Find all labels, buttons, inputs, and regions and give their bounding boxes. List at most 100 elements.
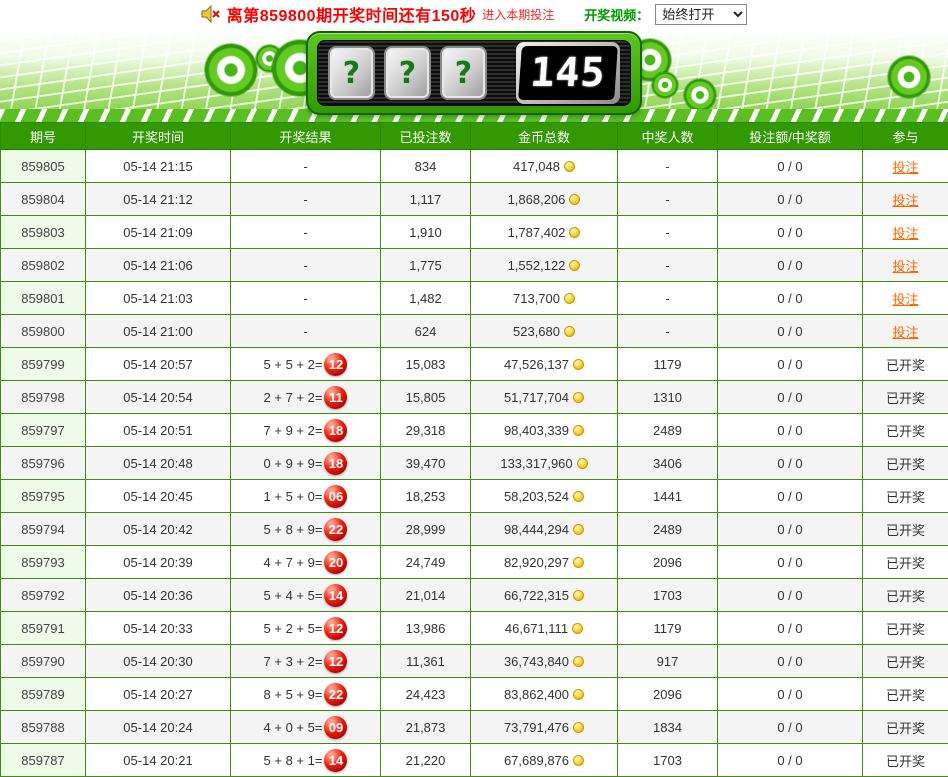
decor-ring (684, 79, 716, 111)
bets-count-cell: 1,775 (380, 248, 471, 282)
coin-icon (569, 259, 581, 271)
muted-speaker-icon[interactable] (201, 4, 221, 24)
draw-time-cell: 05-14 20:27 (85, 677, 231, 711)
bet-link[interactable]: 投注 (892, 192, 919, 208)
result-cell: 8 + 5 + 9= 22 (230, 677, 381, 711)
result-expression: 0 + 9 + 9= (263, 455, 323, 471)
bet-win-ratio-cell: 0 / 0 (717, 677, 863, 711)
bet-win-ratio-cell: 0 / 0 (717, 347, 863, 381)
sum-ball: 14 (324, 748, 348, 772)
period-cell: 859788 (0, 710, 86, 744)
coins-amount: 523,680 (513, 323, 560, 339)
enter-bet-link[interactable]: 进入本期投注 (482, 7, 555, 22)
coins-total-cell: 66,722,315 (470, 578, 618, 612)
video-select[interactable]: 始终打开 (655, 3, 748, 25)
period-cell: 859790 (0, 644, 86, 678)
coins-total-cell: 98,444,294 (470, 512, 618, 546)
bet-win-ratio-cell: 0 / 0 (717, 545, 863, 579)
period-cell: 859789 (0, 677, 86, 711)
bets-count-cell: 18,253 (380, 479, 471, 513)
winners-count-cell: 2489 (617, 512, 718, 546)
winners-count-cell: 1834 (617, 710, 718, 744)
draw-time-cell: 05-14 20:54 (85, 380, 231, 414)
draw-time-cell: 05-14 20:45 (85, 479, 231, 513)
col-header-bets: 已投注数 (380, 122, 471, 150)
result-cell: 1 + 5 + 0= 06 (230, 479, 381, 513)
result-cell: - (230, 149, 381, 183)
drawn-status: 已开奖 (885, 390, 925, 406)
period-cell: 859802 (0, 248, 86, 282)
coin-icon (573, 754, 585, 766)
period-cell: 859804 (0, 182, 86, 216)
bet-link[interactable]: 投注 (892, 291, 919, 307)
coin-icon (573, 655, 585, 667)
winners-count-cell: - (617, 149, 718, 183)
result-expression: 1 + 5 + 0= (263, 488, 323, 504)
table-header-row: 期号 开奖时间 开奖结果 已投注数 金币总数 中奖人数 投注额/中奖额 参与 (0, 122, 948, 150)
draw-time-cell: 05-14 20:30 (85, 644, 231, 678)
coins-total-cell: 58,203,524 (470, 479, 618, 513)
coins-amount: 47,526,137 (503, 356, 570, 372)
result-expression: 8 + 5 + 9= (263, 686, 323, 702)
draw-time-cell: 05-14 21:06 (85, 248, 231, 282)
bet-link[interactable]: 投注 (892, 324, 919, 340)
result-cell: 5 + 5 + 2= 12 (230, 347, 381, 381)
bet-win-ratio-cell: 0 / 0 (717, 644, 863, 678)
bet-win-ratio-cell: 0 / 0 (717, 314, 863, 348)
draw-time-cell: 05-14 20:24 (85, 710, 231, 744)
drawn-status: 已开奖 (885, 489, 925, 505)
table-row: 859794 05-14 20:42 5 + 8 + 9= 22 28,999 98,44… (0, 512, 948, 546)
result-expression: 5 + 8 + 1= (263, 752, 323, 768)
bets-count-cell: 24,749 (380, 545, 471, 579)
action-cell: 已开奖 (862, 347, 948, 381)
winners-count-cell: 2096 (617, 677, 718, 711)
draw-time-cell: 05-14 20:42 (85, 512, 231, 546)
bet-win-ratio-cell: 0 / 0 (717, 710, 863, 744)
winners-count-cell: - (617, 281, 718, 315)
drawn-status: 已开奖 (885, 654, 925, 670)
result-expression: 7 + 9 + 2= (263, 422, 323, 438)
result-cell: - (230, 281, 381, 315)
countdown-display-frame: 145 (516, 42, 620, 104)
bet-link[interactable]: 投注 (892, 258, 919, 274)
coin-icon (573, 589, 585, 601)
period-cell: 859803 (0, 215, 86, 249)
reel-1: ? (328, 46, 375, 100)
col-header-ratio: 投注额/中奖额 (717, 122, 863, 150)
period-cell: 859793 (0, 545, 86, 579)
action-cell: 投注 (862, 314, 948, 348)
bet-win-ratio-cell: 0 / 0 (717, 743, 863, 777)
coin-icon (572, 622, 584, 634)
coins-total-cell: 82,920,297 (470, 545, 618, 579)
coins-amount: 66,722,315 (503, 587, 570, 603)
winners-count-cell: 2489 (617, 413, 718, 447)
coins-amount: 82,920,297 (503, 554, 570, 570)
bet-win-ratio-cell: 0 / 0 (717, 479, 863, 513)
coins-total-cell: 67,689,876 (470, 743, 618, 777)
bets-count-cell: 624 (380, 314, 471, 348)
sum-ball: 18 (324, 451, 348, 475)
coins-amount: 46,671,111 (504, 620, 569, 636)
bet-link[interactable]: 投注 (892, 225, 919, 241)
result-cell: 4 + 7 + 9= 20 (230, 545, 381, 579)
result-cell: - (230, 182, 381, 216)
bet-link[interactable]: 投注 (892, 159, 919, 175)
coin-icon (573, 391, 585, 403)
result-cell: 5 + 4 + 5= 14 (230, 578, 381, 612)
coin-icon (573, 490, 585, 502)
coin-icon (564, 160, 575, 172)
table-row: 859804 05-14 21:12-1,117 1,868,206-0 / 0 投注 (0, 182, 948, 216)
winners-count-cell: 1179 (617, 347, 718, 381)
bet-win-ratio-cell: 0 / 0 (717, 281, 863, 315)
coins-total-cell: 1,868,206 (470, 182, 618, 216)
result-expression: 5 + 8 + 9= (263, 521, 323, 537)
sum-ball: 06 (324, 484, 348, 508)
action-cell: 已开奖 (862, 479, 948, 513)
reel-3: ? (440, 46, 487, 100)
bets-count-cell: 28,999 (380, 512, 471, 546)
decor-ring (888, 56, 930, 98)
winners-count-cell: - (617, 248, 718, 282)
draw-time-cell: 05-14 21:00 (85, 314, 231, 348)
drawn-status: 已开奖 (885, 522, 925, 538)
winners-count-cell: 2096 (617, 545, 718, 579)
